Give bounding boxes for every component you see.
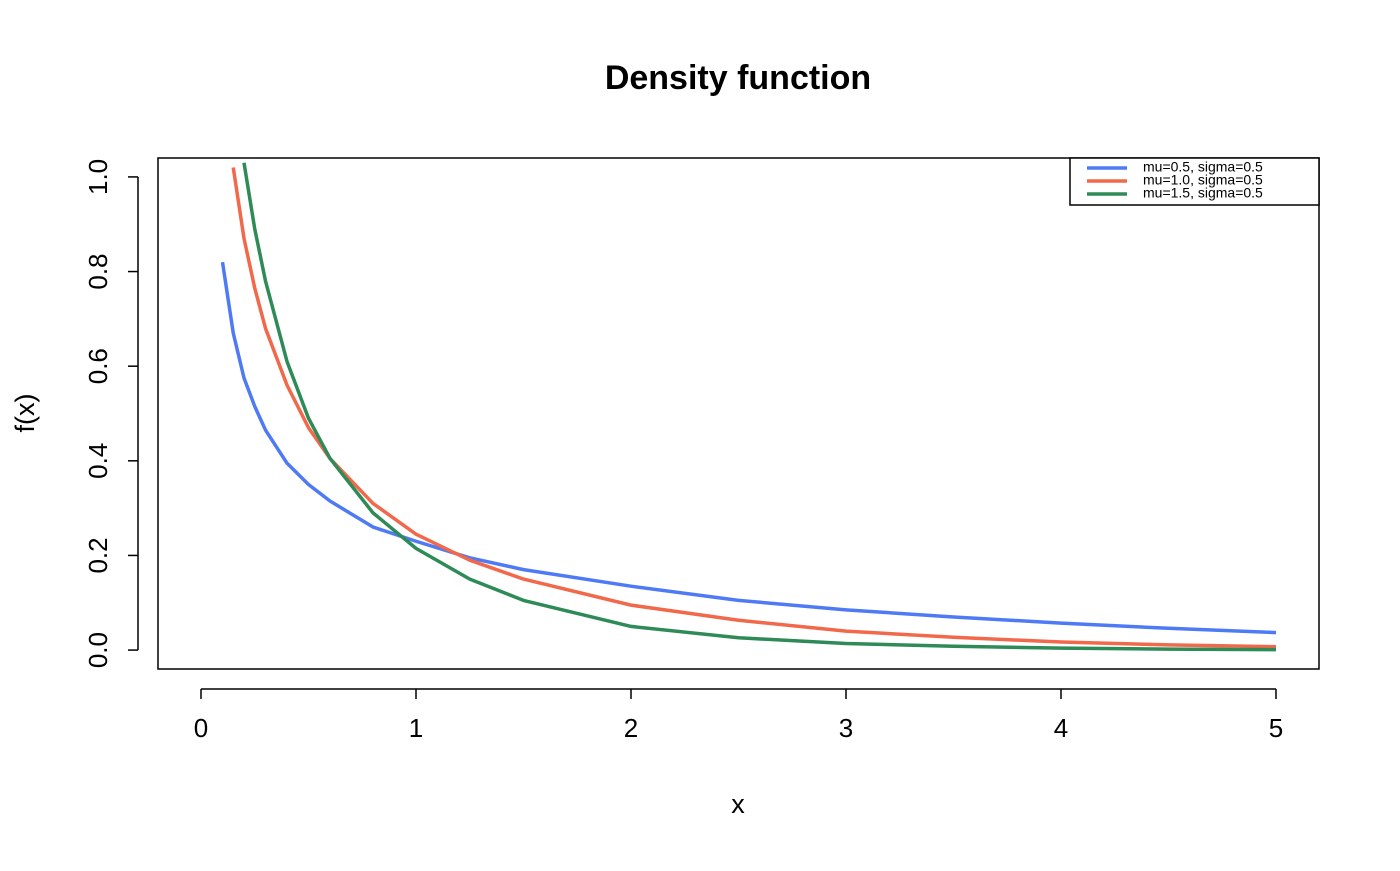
y-tick-label: 0.2 (83, 537, 113, 573)
y-tick-label: 0.6 (83, 348, 113, 384)
y-axis-label: f(x) (10, 394, 40, 433)
chart-title: Density function (605, 59, 871, 97)
legend-label: mu=0.5, sigma=0.5 (1143, 159, 1263, 175)
series-line (242, 162, 1277, 652)
series-line (220, 261, 1277, 635)
x-axis-label: x (731, 789, 745, 819)
y-tick-label: 0.4 (83, 443, 113, 479)
x-tick-label: 1 (409, 713, 423, 743)
x-tick-label: 4 (1054, 713, 1068, 743)
x-tick-label: 5 (1269, 713, 1283, 743)
legend-label: mu=1.5, sigma=0.5 (1143, 185, 1263, 201)
x-tick-label: 0 (194, 713, 208, 743)
legend-label: mu=1.0, sigma=0.5 (1143, 172, 1263, 188)
plot-area (220, 162, 1277, 652)
y-tick-label: 1.0 (83, 159, 113, 195)
series-line (231, 167, 1277, 649)
plot-frame (157, 157, 1320, 670)
x-tick-label: 3 (839, 713, 853, 743)
y-tick-label: 0.0 (83, 632, 113, 668)
x-tick-label: 2 (624, 713, 638, 743)
y-tick-label: 0.8 (83, 253, 113, 289)
